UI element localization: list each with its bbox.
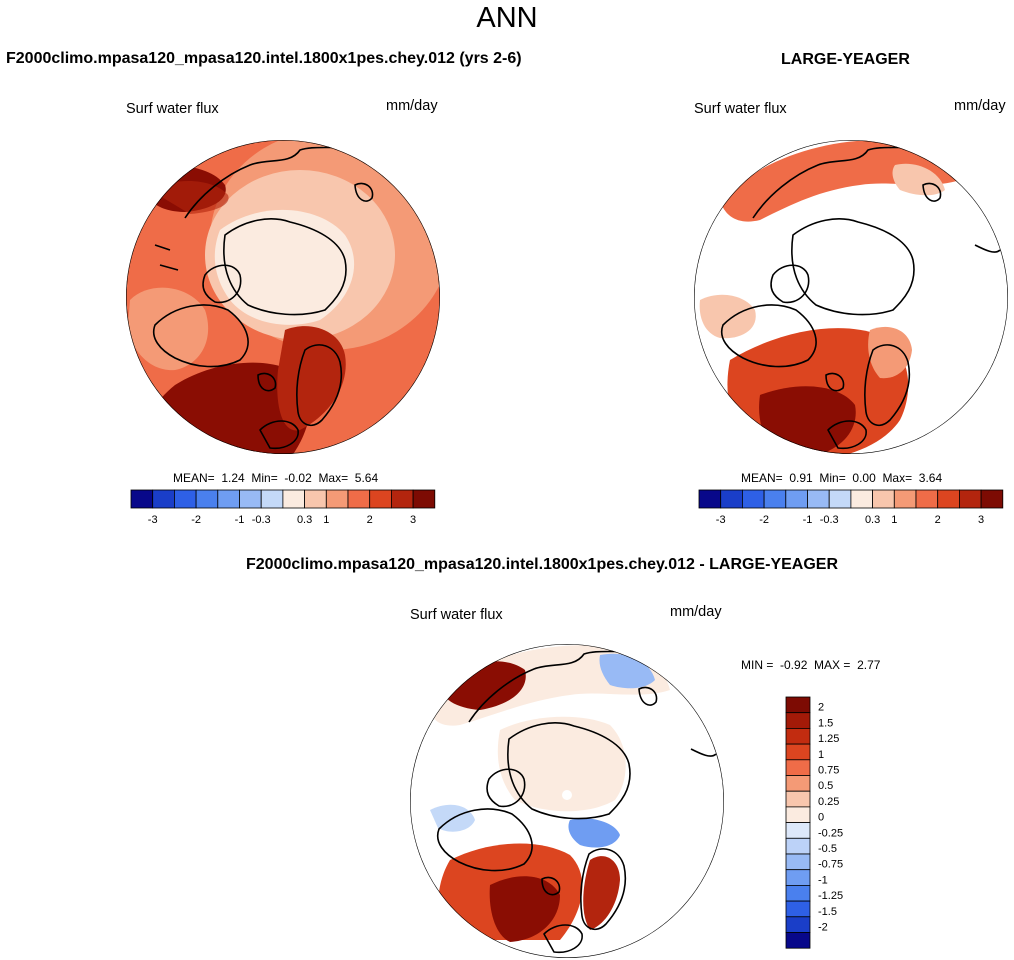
- panel3-colorbar-tick-label: 0.25: [818, 796, 839, 808]
- panel1-colorbar-cell: [239, 489, 262, 509]
- panel3-colorbar-tick-label: -0.25: [818, 827, 843, 839]
- panel1-colorbar-tick-label: 0.3: [297, 514, 312, 526]
- panel1-colorbar-cell: [217, 489, 240, 509]
- panel3-colorbar-tick-label: 2: [818, 702, 824, 714]
- panel1-colorbar-cell: [282, 489, 305, 509]
- panel1-colorbar: -3 -2 -1 -0.3 0.3 1 2 3: [130, 489, 436, 526]
- panel1-colorbar-cell: [390, 489, 414, 509]
- panel1-colorbar-cell: [152, 489, 175, 509]
- panel2-colorbar: -3 -2 -1 -0.3 0.3 1 2 3: [698, 489, 1004, 526]
- panel1-colorbar-cell: [260, 489, 284, 509]
- panel3-colorbar-tick-label: -2: [818, 922, 828, 934]
- panel3-colorbar-cell: [785, 885, 811, 902]
- panel1-colorbar-cell: [173, 489, 197, 509]
- panel2-colorbar-tick-label: 3: [978, 514, 984, 526]
- panel2-stats: MEAN= 0.91 Min= 0.00 Max= 3.64: [741, 471, 943, 485]
- panel3-colorbar-cell: [785, 932, 811, 949]
- panel3-colorbar-tick-label: 1.5: [818, 717, 833, 729]
- panel1-colorbar-tick-label: -3: [148, 514, 158, 526]
- panel2-colorbar-cell: [915, 489, 939, 509]
- panel3-colorbar: 2 1.5 1.25 1 0.75 0.5 0.25 0 -0.25 -0.5 -0.75 -1 -1.…: [785, 696, 843, 949]
- panel3-colorbar-tick-label: 0.5: [818, 780, 833, 792]
- panel2-colorbar-cell: [742, 489, 765, 509]
- panel2-title: LARGE-YEAGER: [781, 51, 910, 68]
- main-title: ANN: [476, 2, 538, 34]
- panel2-colorbar-tick-label: -1: [803, 514, 813, 526]
- panel3-colorbar-cell: [785, 790, 811, 808]
- panel3-colorbar-cell: [785, 759, 811, 776]
- panel3-colorbar-cell: [785, 712, 811, 729]
- panel3-units-label: mm/day: [670, 604, 722, 620]
- panel1-colorbar-cell: [130, 489, 154, 509]
- panel3-stats: MIN = -0.92 MAX = 2.77: [741, 658, 881, 672]
- panel2-colorbar-cell: [937, 489, 960, 509]
- panel3-colorbar-tick-label: 1.25: [818, 733, 839, 745]
- panel2-colorbar-cell: [893, 489, 917, 509]
- panel3-colorbar-cell: [785, 837, 811, 855]
- panel2-colorbar-tick-label: -2: [759, 514, 769, 526]
- panel1-colorbar-tick-label: 3: [410, 514, 416, 526]
- panel1-title: F2000climo.mpasa120_mpasa120.intel.1800x…: [6, 50, 522, 67]
- panel2-variable-label: Surf water flux: [694, 101, 787, 117]
- panel3-colorbar-tick-label: -0.75: [818, 859, 843, 871]
- panel1-units-label: mm/day: [386, 98, 438, 114]
- panel3-colorbar-cell: [785, 900, 811, 918]
- panel3-map: [410, 644, 724, 958]
- panel1-colorbar-cell: [412, 489, 436, 509]
- panel2-colorbar-cell: [872, 489, 895, 509]
- panel1-colorbar-tick-label: -2: [191, 514, 201, 526]
- panel2-colorbar-cell: [763, 489, 787, 509]
- panel3-colorbar-tick-label: 1: [818, 749, 824, 761]
- panel3-colorbar-cell: [785, 806, 811, 824]
- panel1-colorbar-cell: [325, 489, 349, 509]
- panel1-variable-label: Surf water flux: [126, 101, 219, 117]
- panel1-colorbar-cell: [347, 489, 371, 509]
- panel2-colorbar-tick-label: -0.3: [820, 514, 839, 526]
- panel2-colorbar-cell: [720, 489, 743, 509]
- panel3-title: F2000climo.mpasa120_mpasa120.intel.1800x…: [246, 556, 839, 573]
- panel1-colorbar-tick-label: 2: [367, 514, 373, 526]
- panel3-colorbar-tick-label: -1.5: [818, 906, 837, 918]
- panel2-colorbar-cell: [850, 489, 874, 509]
- panel1-colorbar-tick-label: -0.3: [252, 514, 271, 526]
- panel2-colorbar-cell: [698, 489, 722, 509]
- panel3-colorbar-cell: [785, 822, 811, 839]
- panel2-colorbar-cell: [785, 489, 808, 509]
- panel3-colorbar-cell: [785, 696, 811, 714]
- panel2-colorbar-cell: [959, 489, 982, 509]
- panel3-colorbar-cell: [785, 916, 811, 933]
- panel2-colorbar-cell: [980, 489, 1004, 509]
- panel1-colorbar-tick-label: 1: [323, 514, 329, 526]
- panel3-colorbar-cell: [785, 853, 811, 871]
- panel2-map: [694, 140, 1008, 454]
- panel2-colorbar-tick-label: -3: [716, 514, 726, 526]
- panel1-colorbar-tick-label: -1: [235, 514, 245, 526]
- panel3-colorbar-cell: [785, 728, 811, 745]
- panel3-colorbar-tick-label: 0.75: [818, 765, 839, 777]
- panel3-colorbar-tick-label: -1: [818, 874, 828, 886]
- panel2-colorbar-tick-label: 2: [935, 514, 941, 526]
- panel2-colorbar-tick-label: 0.3: [865, 514, 880, 526]
- panel3-colorbar-cell: [785, 869, 811, 886]
- panel3-colorbar-tick-label: 0: [818, 812, 824, 824]
- panel1-map: [126, 140, 440, 454]
- panel2-colorbar-cell: [828, 489, 852, 509]
- panel1-colorbar-cell: [369, 489, 392, 509]
- panel3-colorbar-tick-label: -0.5: [818, 843, 837, 855]
- panel2-colorbar-cell: [807, 489, 830, 509]
- panel1-colorbar-cell: [304, 489, 327, 509]
- panel1-stats: MEAN= 1.24 Min= -0.02 Max= 5.64: [173, 471, 379, 485]
- panel3-colorbar-tick-label: -1.25: [818, 890, 843, 902]
- panel2-units-label: mm/day: [954, 98, 1006, 114]
- panel2-colorbar-tick-label: 1: [891, 514, 897, 526]
- panel3-colorbar-cell: [785, 775, 811, 792]
- panel3-colorbar-cell: [785, 743, 811, 761]
- panel1-colorbar-cell: [195, 489, 219, 509]
- panel3-variable-label: Surf water flux: [410, 607, 503, 623]
